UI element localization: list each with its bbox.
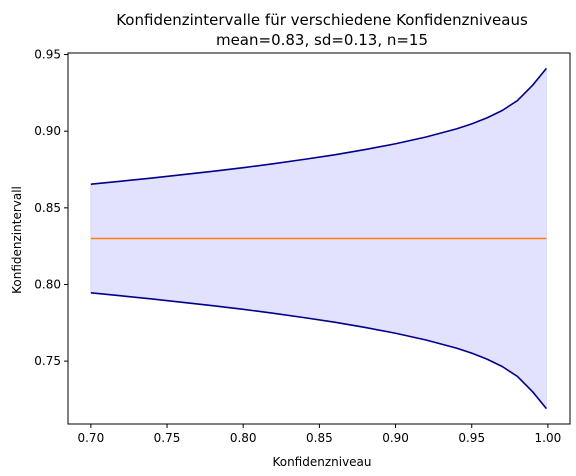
x-tick-label: 0.95 — [458, 431, 485, 445]
x-axis: 0.70 0.75 0.80 0.85 0.90 0.95 1.00 — [77, 424, 561, 445]
chart-subtitle: mean=0.83, sd=0.13, n=15 — [216, 31, 428, 49]
y-tick-label: 0.90 — [34, 124, 61, 138]
y-tick-label: 0.85 — [34, 201, 61, 215]
lower-bound-line — [90, 291, 548, 410]
upper-bound-line — [90, 67, 548, 186]
x-tick-label: 0.80 — [230, 431, 257, 445]
x-tick-label: 0.85 — [306, 431, 333, 445]
plot-area — [90, 67, 548, 410]
x-tick-label: 0.75 — [154, 431, 181, 445]
x-tick-label: 0.70 — [77, 431, 104, 445]
x-tick-label: 1.00 — [535, 431, 562, 445]
x-axis-label: Konfidenzniveau — [272, 455, 371, 469]
chart-title: Konfidenzintervalle für verschiedene Kon… — [116, 11, 528, 29]
y-tick-label: 0.80 — [34, 277, 61, 291]
y-tick-label: 0.75 — [34, 354, 61, 368]
y-tick-label: 0.95 — [34, 48, 61, 62]
x-tick-label: 0.90 — [382, 431, 409, 445]
y-axis: 0.75 0.80 0.85 0.90 0.95 — [34, 48, 68, 368]
y-axis-label: Konfidenzintervall — [10, 186, 24, 294]
